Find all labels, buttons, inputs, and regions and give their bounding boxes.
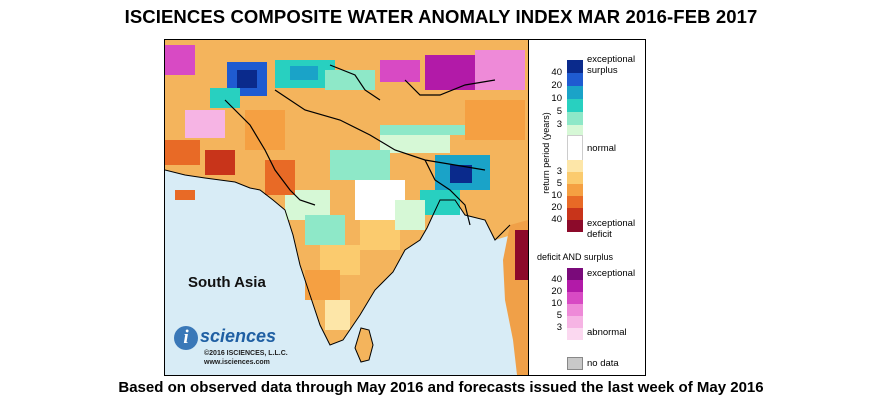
combo-swatch [567,328,583,340]
deficit-label-1: exceptional [587,218,636,229]
nodata-swatch [567,357,583,370]
deficit-swatch [567,196,583,208]
surplus-swatch [567,125,583,138]
deficit-swatch [567,220,583,232]
deficit-swatch [567,172,583,184]
surplus-swatch [567,112,583,125]
website-text: www.isciences.com [204,359,270,366]
deficit-tick-label: 10 [551,190,562,201]
map-graphic [165,40,528,375]
combo-swatch [567,268,583,280]
normal-label: normal [587,143,617,154]
legend: return period (years) exceptional surplu… [528,40,645,375]
page-title: ISCIENCES COMPOSITE WATER ANOMALY INDEX … [124,6,758,27]
deficit-tick-label: 3 [556,166,562,177]
deficit-tick-label: 20 [551,202,562,213]
deficit-tick-label: 5 [556,178,562,189]
combo-swatch [567,304,583,316]
combo-tick-label: 5 [556,310,562,321]
combo-tick-label: 10 [551,298,562,309]
logo-mark: i [174,326,198,350]
surplus-tick-label: 20 [551,80,562,91]
surplus-label-1: exceptional [587,54,636,65]
deficit-swatch [567,160,583,172]
region-label: South Asia [188,274,266,291]
deficit-tick-label: 40 [551,214,562,225]
combo-bottom-label: abnormal [587,327,627,338]
combo-tick-label: 40 [551,274,562,285]
surplus-swatch [567,73,583,86]
combo-swatch [567,292,583,304]
combo-title: deficit AND surplus [537,252,614,262]
combo-swatch [567,316,583,328]
deficit-swatch [567,208,583,220]
combo-swatch [567,280,583,292]
surplus-tick-label: 10 [551,93,562,104]
combo-tick-label: 3 [556,322,562,333]
surplus-label-2: surplus [587,65,618,76]
anomaly-map: South Asia i sciences ©2016 ISCIENCES, L… [165,40,528,375]
deficit-swatch [567,184,583,196]
combo-tick-label: 20 [551,286,562,297]
logo-wordmark: sciences [200,326,277,346]
surplus-swatch [567,60,583,73]
surplus-swatch [567,86,583,99]
deficit-label-2: deficit [587,229,612,240]
surplus-swatch [567,99,583,112]
copyright-text: ©2016 ISCIENCES, L.L.C. [204,350,288,357]
caption: Based on observed data through May 2016 … [118,379,764,396]
map-panel: South Asia i sciences ©2016 ISCIENCES, L… [164,39,646,376]
nodata-label: no data [587,358,619,369]
surplus-tick-label: 40 [551,67,562,78]
surplus-tick-label: 5 [556,106,562,117]
surplus-tick-label: 3 [556,119,562,130]
combo-top-label: exceptional [587,268,636,279]
